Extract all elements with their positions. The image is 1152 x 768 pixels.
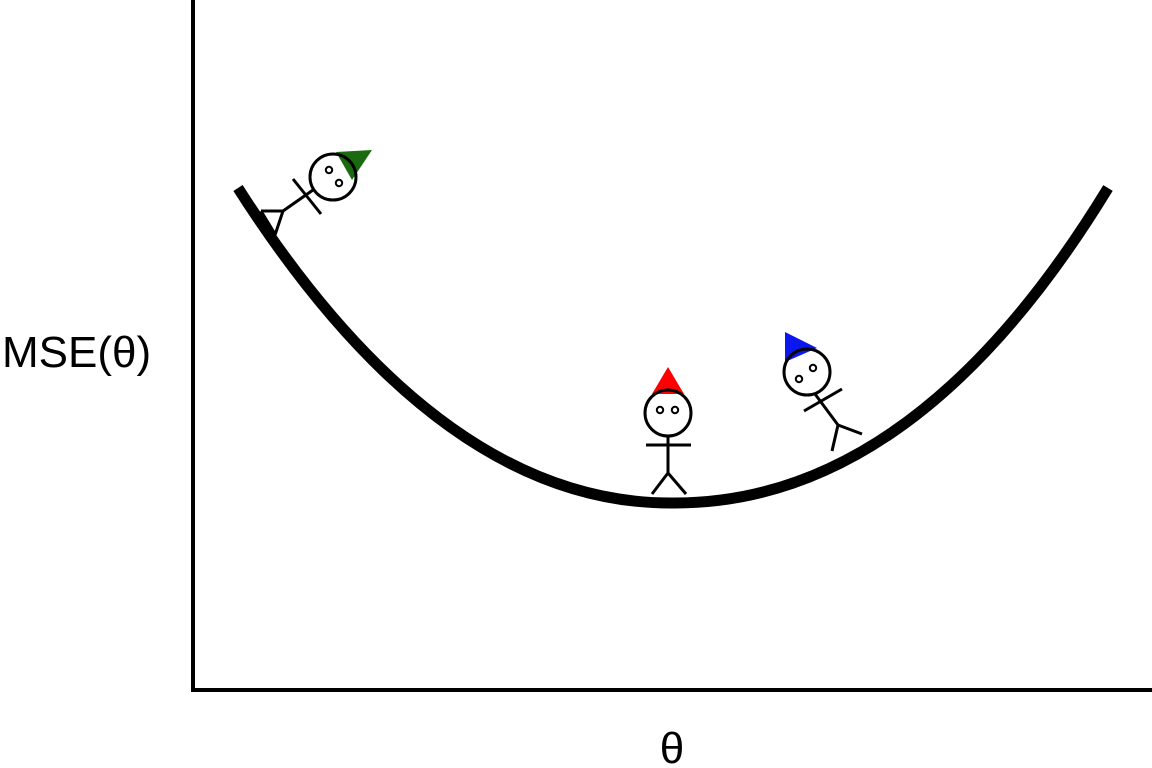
green-hat-stick-figure [259,150,372,236]
x-axis-label: θ [660,724,684,768]
loss-curve [233,185,1113,509]
axes [191,0,1152,692]
red-hat-stick-figure [643,367,693,495]
blue-hat-stick-figure [782,332,863,452]
red-hat [652,367,684,394]
y-axis-label: MSE(θ) [2,328,151,377]
green-figure-head [308,152,358,202]
red-figure-head [643,388,693,438]
blue-figure-head [782,347,832,397]
